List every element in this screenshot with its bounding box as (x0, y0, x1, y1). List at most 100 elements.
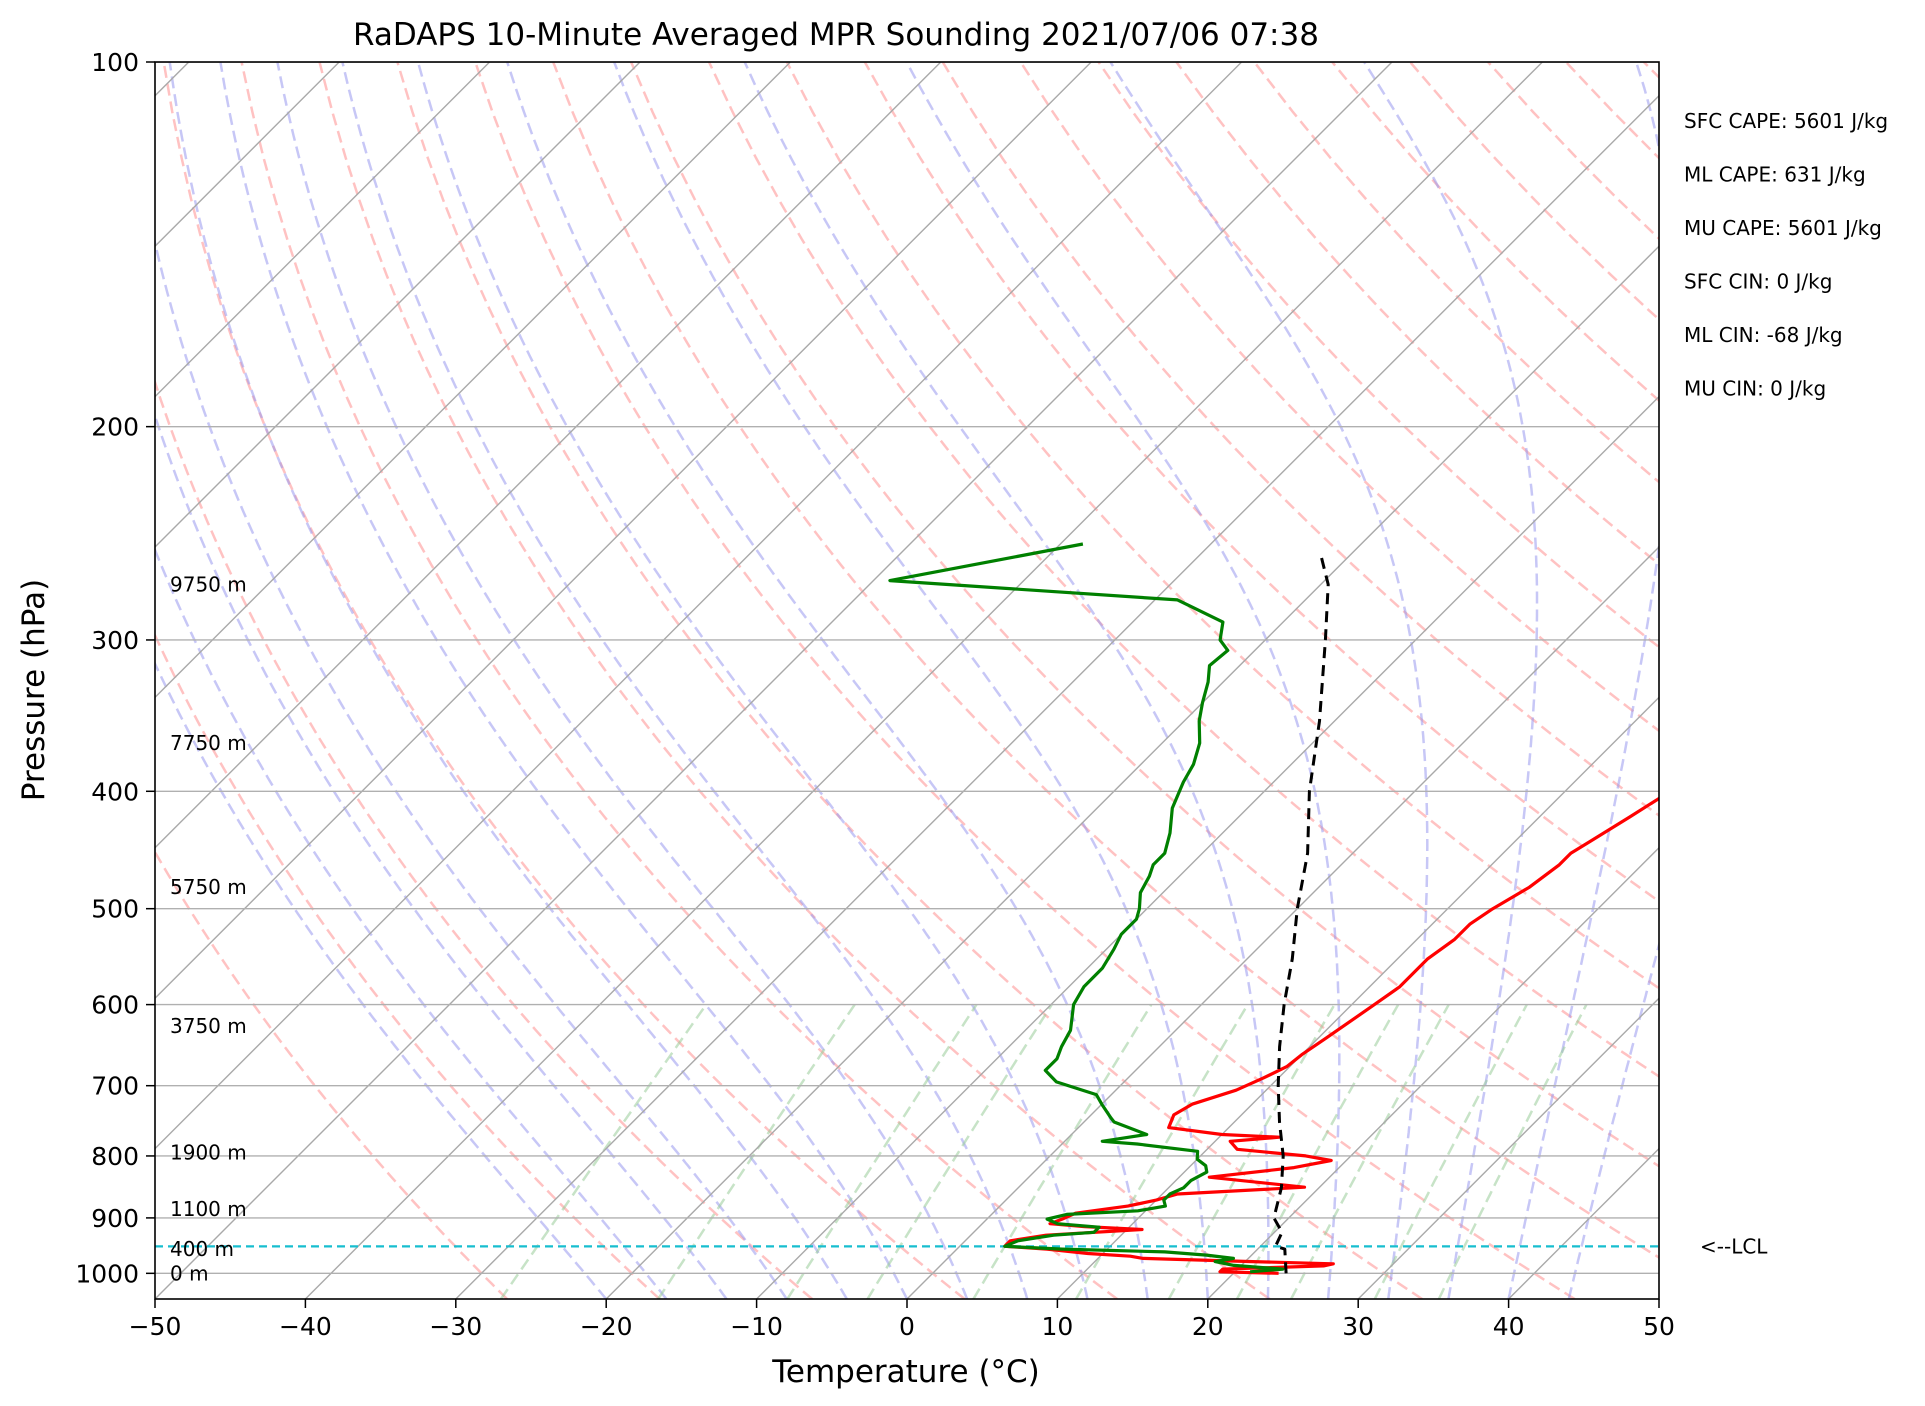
dry-adiabat (1487, 62, 1659, 241)
x-tick-label: −20 (580, 1312, 633, 1341)
height-label: 7750 m (170, 731, 247, 755)
mixing-ratio-line (1373, 1004, 1528, 1299)
isotherm (1056, 696, 1659, 1299)
dry-adiabat (474, 62, 1576, 1299)
y-tick-label: 100 (91, 48, 139, 77)
y-tick-label: 300 (91, 626, 139, 655)
stats-panel: SFC CAPE: 5601 J/kg ML CAPE: 631 J/kg MU C… (1684, 109, 1888, 401)
dry-adiabat (1097, 62, 1659, 649)
moist-adiabat (168, 62, 848, 1299)
x-tick-label: −50 (129, 1312, 182, 1341)
x-tick-label: 50 (1643, 1312, 1675, 1341)
mixing-ratio-line (866, 1003, 1053, 1299)
dry-adiabat (1564, 62, 1659, 160)
x-tick-label: −10 (730, 1312, 783, 1341)
x-tick-label: 40 (1493, 1312, 1525, 1341)
dewpoint-profile (888, 542, 1285, 1274)
dry-adiabat (1175, 62, 1659, 566)
x-tick-label: 20 (1192, 1312, 1224, 1341)
isotherm (455, 94, 1659, 1299)
dry-adiabat (1019, 62, 1659, 733)
moist-adiabat (155, 660, 608, 1299)
stat-line: ML CAPE: 631 J/kg (1684, 163, 1866, 187)
dry-adiabat (1253, 62, 1659, 484)
profile-lines (888, 542, 1659, 1275)
moist-adiabat (613, 62, 1210, 1299)
height-label: 1100 m (170, 1197, 247, 1221)
x-axis-ticks: −50 −40 −30 −20 −10 0 10 20 30 40 50 (129, 1299, 1675, 1341)
stat-line: SFC CIN: 0 J/kg (1684, 270, 1832, 294)
moist-adiabat (219, 62, 909, 1299)
x-tick-label: −30 (429, 1312, 482, 1341)
moist-adiabat (155, 237, 788, 1299)
dry-adiabat (318, 62, 1271, 1299)
isotherm (155, 62, 1393, 1299)
isotherm (155, 62, 491, 398)
dry-adiabat (1722, 62, 1925, 1299)
mixing-ratio-line (499, 1003, 708, 1299)
parcel-profile (1272, 554, 1330, 1274)
dry-adiabat (240, 62, 1118, 1299)
y-tick-label: 200 (91, 413, 139, 442)
y-tick-label: 1000 (75, 1259, 139, 1288)
isotherm (1809, 62, 1925, 1299)
height-labels: 9750 m 7750 m 5750 m 3750 m 1900 m 1100 m 400 … (170, 573, 247, 1286)
mixing-ratio-line (972, 1003, 1153, 1299)
height-label: 3750 m (170, 1014, 247, 1038)
stat-line: SFC CAPE: 5601 J/kg (1684, 109, 1888, 133)
moist-adiabat (276, 62, 969, 1299)
dry-adiabat (1642, 62, 1659, 80)
mixing-ratio-line (657, 1003, 856, 1299)
moist-adiabat (1567, 940, 1659, 1299)
isotherm (756, 395, 1659, 1299)
stat-line: MU CAPE: 5601 J/kg (1684, 216, 1882, 240)
x-tick-label: −40 (279, 1312, 332, 1341)
y-axis-ticks: 100 200 300 400 500 600 700 800 900 1000 (75, 48, 155, 1288)
moist-adiabat (155, 412, 728, 1299)
dry-adiabat (1331, 62, 1659, 403)
y-tick-label: 800 (91, 1142, 139, 1171)
x-axis-label: Temperature (°C) (771, 1354, 1040, 1390)
mixing-ratio-line (1289, 1003, 1450, 1299)
y-tick-label: 700 (91, 1072, 139, 1101)
x-tick-label: 30 (1342, 1312, 1374, 1341)
mixing-ratio-line (1437, 1004, 1588, 1299)
y-tick-label: 600 (91, 991, 139, 1020)
mixing-ratio-line (1075, 1003, 1249, 1299)
isotherm (155, 62, 1092, 1000)
height-label: 400 m (170, 1237, 234, 1261)
isotherm (1357, 997, 1659, 1299)
height-label: 9750 m (170, 573, 247, 597)
isotherm (1658, 1298, 1659, 1299)
isotherm (1508, 1147, 1659, 1299)
moist-adiabat (1507, 62, 1659, 1299)
x-tick-label: 10 (1041, 1312, 1073, 1341)
dry-adiabat (629, 62, 1659, 1168)
isotherm (1207, 846, 1659, 1299)
moist-adiabat (416, 62, 1089, 1299)
isotherm (605, 245, 1659, 1299)
background-lines (155, 62, 1925, 1299)
stat-line: MU CIN: 0 J/kg (1684, 377, 1826, 401)
isotherm (906, 546, 1659, 1299)
dry-adiabat (1409, 62, 1659, 322)
lcl-label: <--LCL (1700, 1234, 1768, 1258)
dry-adiabat (863, 62, 1659, 903)
y-tick-label: 900 (91, 1204, 139, 1233)
chart-title: RaDAPS 10-Minute Averaged MPR Sounding 2… (353, 17, 1319, 53)
moist-adiabat (1363, 62, 1539, 1299)
dry-adiabat (155, 849, 508, 1299)
y-tick-label: 500 (91, 895, 139, 924)
dry-adiabat (155, 632, 661, 1299)
dry-adiabat (396, 62, 1423, 1299)
moist-adiabat (155, 546, 668, 1299)
isotherm (155, 62, 1243, 1150)
pressure-gridlines (155, 62, 1659, 1275)
x-tick-label: 0 (899, 1312, 915, 1341)
moist-adiabat (905, 62, 1341, 1299)
dry-adiabat (941, 62, 1659, 818)
dry-adiabat (552, 62, 1659, 1260)
height-label: 1900 m (170, 1141, 247, 1165)
mixing-ratio-line (1235, 1003, 1400, 1299)
